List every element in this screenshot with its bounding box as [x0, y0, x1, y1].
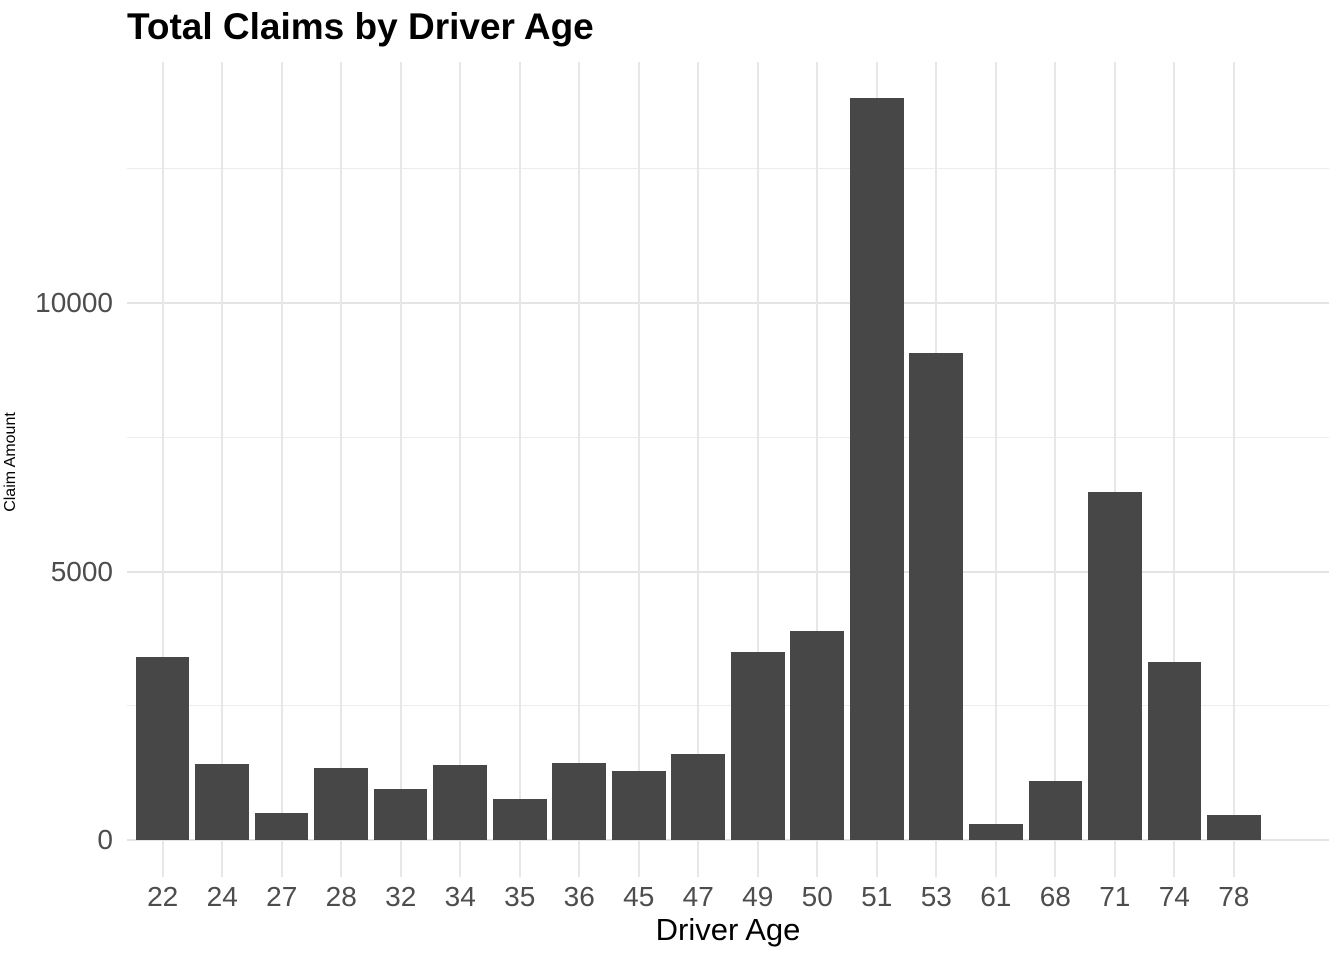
- x-tick-label: 36: [563, 881, 595, 912]
- gridline-vertical: [756, 62, 759, 877]
- gridline-vertical: [280, 62, 283, 877]
- chart-title: Total Claims by Driver Age: [127, 6, 594, 47]
- bar-age-35: [492, 798, 547, 840]
- plot-panel: [127, 62, 1329, 877]
- x-tick-label: 47: [682, 881, 714, 912]
- x-tick-label: 24: [206, 881, 238, 912]
- x-tick-label: 53: [920, 881, 952, 912]
- x-tick-label: 34: [444, 881, 476, 912]
- gridline-vertical: [1054, 62, 1057, 877]
- x-tick-label: 35: [504, 881, 536, 912]
- x-tick-label: 71: [1099, 881, 1131, 912]
- x-tick-label: 45: [623, 881, 655, 912]
- bar-age-47: [671, 754, 726, 840]
- y-tick-label: 5000: [50, 555, 113, 587]
- bar-age-50: [790, 631, 845, 840]
- x-tick-label: 27: [266, 881, 298, 912]
- gridline-vertical: [1173, 62, 1176, 877]
- x-tick-label: 32: [385, 881, 417, 912]
- gridline-minor: [127, 168, 1329, 170]
- x-axis-title: Driver Age: [655, 912, 801, 947]
- gridline-major: [127, 839, 1329, 841]
- gridline-vertical: [221, 62, 224, 877]
- gridline-vertical: [578, 62, 581, 877]
- bar-age-27: [254, 813, 309, 840]
- gridline-vertical: [161, 62, 164, 877]
- gridline-vertical: [994, 62, 997, 877]
- x-tick-label: 28: [325, 881, 357, 912]
- gridline-major: [127, 302, 1329, 304]
- bar-age-51: [849, 98, 904, 840]
- y-tick-label: 10000: [35, 287, 113, 318]
- gridline-minor: [127, 705, 1329, 707]
- x-tick-label: 68: [1039, 881, 1071, 912]
- bar-age-45: [611, 771, 666, 840]
- gridline-vertical: [816, 62, 819, 877]
- gridline-vertical: [637, 62, 640, 877]
- bar-age-24: [195, 763, 249, 840]
- bar-age-71: [1088, 492, 1142, 840]
- gridline-vertical: [1232, 62, 1235, 877]
- bar-age-22: [135, 657, 190, 840]
- x-tick-label: 61: [980, 881, 1012, 912]
- x-tick-label: 78: [1218, 881, 1250, 912]
- bar-age-74: [1147, 661, 1202, 840]
- gridline-vertical: [399, 62, 402, 877]
- gridline-major: [127, 570, 1329, 573]
- bar-age-61: [968, 823, 1023, 840]
- bar-age-34: [433, 764, 487, 840]
- x-tick-label: 22: [147, 881, 179, 912]
- bar-age-49: [730, 652, 785, 840]
- y-tick-label: 0: [97, 824, 113, 855]
- bar-age-32: [373, 788, 428, 840]
- bar-age-53: [909, 352, 964, 840]
- x-tick-label: 49: [742, 881, 774, 912]
- bar-age-36: [552, 762, 606, 840]
- y-axis-title-text: Claim Amount: [2, 412, 19, 512]
- x-tick-label: 50: [801, 881, 833, 912]
- gridline-minor: [127, 436, 1329, 438]
- gridline-vertical: [340, 62, 343, 877]
- gridline-vertical: [459, 62, 462, 877]
- bar-age-78: [1207, 815, 1261, 840]
- bar-age-68: [1028, 780, 1083, 840]
- x-tick-label: 74: [1158, 881, 1190, 912]
- x-tick-label: 51: [861, 881, 893, 912]
- bar-age-28: [314, 768, 368, 840]
- gridline-vertical: [518, 62, 521, 877]
- gridline-vertical: [1113, 62, 1116, 877]
- gridline-vertical: [697, 62, 700, 877]
